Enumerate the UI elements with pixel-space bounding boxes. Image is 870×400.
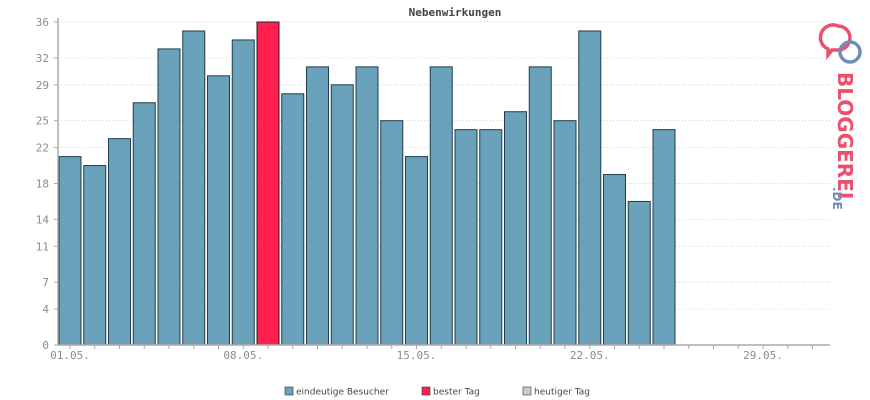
legend-swatch-today: [522, 386, 532, 396]
bar: [231, 39, 255, 346]
y-tick-label: 0: [42, 339, 49, 352]
x-tick-label: 15.05.: [397, 349, 437, 362]
x-tick-label: 29.05.: [743, 349, 783, 362]
bar: [157, 48, 181, 346]
y-tick-label: 18: [36, 178, 49, 191]
y-tick-label: 29: [36, 79, 49, 92]
bar: [355, 66, 379, 346]
y-tick-labels: 0 4 7 11 14 18 22 25 29 32 36: [36, 16, 50, 352]
bar: [182, 30, 206, 346]
bar: [578, 30, 602, 346]
bars: [58, 21, 676, 346]
bar: [429, 66, 453, 346]
y-tick-label: 22: [36, 142, 49, 155]
bar: [627, 200, 651, 346]
x-tick-label: 08.05.: [223, 349, 263, 362]
bar: [207, 75, 230, 346]
bar: [83, 165, 107, 346]
x-tick-label: 01.05.: [50, 349, 90, 362]
y-tick-label: 14: [36, 213, 50, 226]
logo-text: BLOGGEREI: [833, 72, 857, 199]
legend-label-best-day: bester Tag: [433, 388, 480, 398]
bar: [652, 129, 676, 346]
bloggerei-logo: BLOGGEREI .DE: [818, 23, 862, 210]
x-tick-label: 22.05.: [570, 349, 610, 362]
legend-swatch-visitors: [284, 386, 294, 396]
logo-suffix-text: .DE: [830, 187, 844, 210]
bar: [528, 66, 552, 346]
bar: [479, 129, 503, 346]
bar: [405, 156, 428, 346]
bar: [553, 120, 577, 346]
bar: [330, 84, 354, 346]
bar: [281, 93, 305, 346]
bar: [603, 174, 626, 346]
bar: [108, 138, 131, 346]
y-tick-label: 25: [36, 115, 49, 128]
speech-bubbles-icon: [818, 23, 862, 64]
y-tick-label: 32: [36, 52, 49, 65]
legend-swatch-best-day: [421, 386, 431, 396]
x-tick-labels: 01.05. 08.05. 15.05. 22.05. 29.05.: [50, 349, 783, 362]
bar: [454, 129, 478, 346]
chart-title: Nebenwirkungen: [409, 6, 502, 19]
bar: [306, 66, 329, 346]
y-tick-label: 11: [36, 240, 49, 253]
legend-label-visitors: eindeutige Besucher: [296, 388, 389, 398]
legend: eindeutige Besucher bester Tag heutiger …: [284, 386, 590, 398]
bar: [58, 156, 82, 346]
bar-best-day: [256, 21, 280, 346]
y-tick-label: 7: [42, 276, 49, 289]
bar: [504, 111, 527, 346]
legend-label-today: heutiger Tag: [534, 388, 590, 398]
bar: [380, 120, 404, 346]
axes: [54, 18, 830, 349]
y-tick-label: 36: [36, 16, 49, 29]
bar: [132, 102, 156, 346]
y-tick-label: 4: [42, 303, 49, 316]
